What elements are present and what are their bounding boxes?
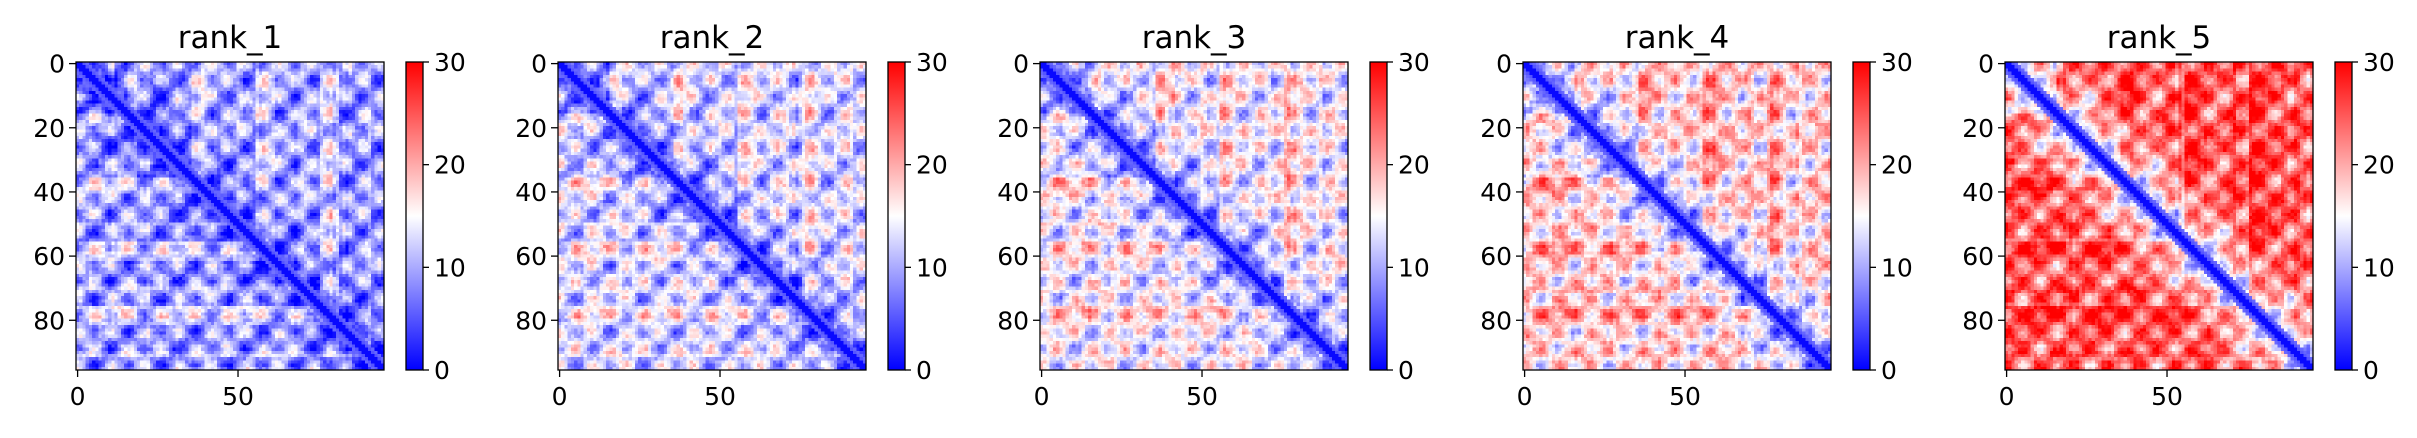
panel-rank_4: rank_4 0 20 40 60 80 0 50 0 10 20 30 <box>1480 20 1913 411</box>
heatmap-rank_5 <box>2005 62 2313 370</box>
y-tick-label: 60 <box>1480 242 1512 271</box>
colorbar-tick-label: 0 <box>434 356 450 385</box>
heatmap-rank_2 <box>558 62 866 370</box>
panel-rank_2: rank_2 0 20 40 60 80 0 50 0 10 20 30 <box>515 20 948 411</box>
colorbar-tick-label: 30 <box>1881 48 1913 77</box>
x-tick-label: 50 <box>1186 382 1218 411</box>
y-tick-label: 20 <box>33 114 65 143</box>
colorbar-tick-label: 20 <box>916 151 948 180</box>
panel-title: rank_3 <box>1142 20 1247 56</box>
colorbar-tick-label: 20 <box>1881 151 1913 180</box>
heatmap-rank_1 <box>76 62 384 370</box>
y-tick-label: 20 <box>1962 114 1994 143</box>
y-tick-label: 20 <box>515 114 547 143</box>
y-tick-label: 40 <box>1480 178 1512 207</box>
y-tick-label: 0 <box>49 50 65 79</box>
y-tick-label: 40 <box>997 178 1029 207</box>
x-tick-label: 0 <box>1999 382 2015 411</box>
colorbar-tick-label: 30 <box>2363 48 2395 77</box>
colorbar-tick-label: 0 <box>1881 356 1897 385</box>
heatmap-frame <box>557 61 867 371</box>
panel-title: rank_5 <box>2107 20 2212 56</box>
panel-title: rank_1 <box>178 20 283 56</box>
colorbar-tick-label: 30 <box>1398 48 1430 77</box>
y-tick-label: 0 <box>1013 50 1029 79</box>
heatmap-frame <box>1039 61 1349 371</box>
colorbar-tick-label: 10 <box>1398 253 1430 282</box>
colorbar-tick-label: 0 <box>916 356 932 385</box>
heatmap-rank_4 <box>1523 62 1831 370</box>
y-tick-label: 80 <box>33 306 65 335</box>
x-tick-label: 50 <box>1669 382 1701 411</box>
colorbar-tick-label: 0 <box>1398 356 1414 385</box>
y-tick-label: 80 <box>1480 306 1512 335</box>
y-tick-label: 20 <box>1480 114 1512 143</box>
colorbar-tick-label: 0 <box>2363 356 2379 385</box>
colorbar-tick-label: 10 <box>2363 253 2395 282</box>
y-tick-label: 60 <box>997 242 1029 271</box>
x-tick-label: 0 <box>1034 382 1050 411</box>
colorbar-tick-label: 30 <box>434 48 466 77</box>
heatmap-rank_3 <box>1040 62 1348 370</box>
colorbar <box>887 61 906 371</box>
heatmap-frame <box>75 61 385 371</box>
x-tick-label: 0 <box>1517 382 1533 411</box>
y-tick-label: 80 <box>997 306 1029 335</box>
y-tick-label: 40 <box>1962 178 1994 207</box>
colorbar-tick-label: 30 <box>916 48 948 77</box>
y-tick-label: 20 <box>997 114 1029 143</box>
y-tick-label: 80 <box>1962 306 1994 335</box>
y-tick-label: 80 <box>515 306 547 335</box>
panel-title: rank_2 <box>660 20 765 56</box>
colorbar-tick-label: 20 <box>434 151 466 180</box>
colorbar-tick-label: 10 <box>916 253 948 282</box>
x-tick-label: 50 <box>222 382 254 411</box>
x-tick-label: 50 <box>2151 382 2183 411</box>
y-tick-label: 40 <box>33 178 65 207</box>
panel-rank_5: rank_5 0 20 40 60 80 0 50 0 10 20 30 <box>1962 20 2395 411</box>
y-tick-label: 0 <box>531 50 547 79</box>
x-tick-label: 0 <box>70 382 86 411</box>
colorbar <box>405 61 424 371</box>
panel-rank_1: rank_1 0 20 40 60 80 0 50 0 10 20 30 <box>33 20 466 411</box>
panel-title: rank_4 <box>1625 20 1730 56</box>
colorbar-tick-label: 10 <box>434 253 466 282</box>
panel-rank_3: rank_3 0 20 40 60 80 0 50 0 10 20 30 <box>997 20 1430 411</box>
y-tick-label: 60 <box>515 242 547 271</box>
y-tick-label: 60 <box>1962 242 1994 271</box>
y-tick-label: 40 <box>515 178 547 207</box>
y-tick-label: 60 <box>33 242 65 271</box>
heatmap-frame <box>2004 61 2314 371</box>
colorbar-tick-label: 20 <box>1398 151 1430 180</box>
heatmap-frame <box>1522 61 1832 371</box>
x-tick-label: 0 <box>552 382 568 411</box>
colorbar-tick-label: 10 <box>1881 253 1913 282</box>
colorbar <box>1852 61 1871 371</box>
colorbar <box>2334 61 2353 371</box>
y-tick-label: 0 <box>1496 50 1512 79</box>
x-tick-label: 50 <box>704 382 736 411</box>
colorbar-tick-label: 20 <box>2363 151 2395 180</box>
colorbar <box>1369 61 1388 371</box>
y-tick-label: 0 <box>1978 50 1994 79</box>
